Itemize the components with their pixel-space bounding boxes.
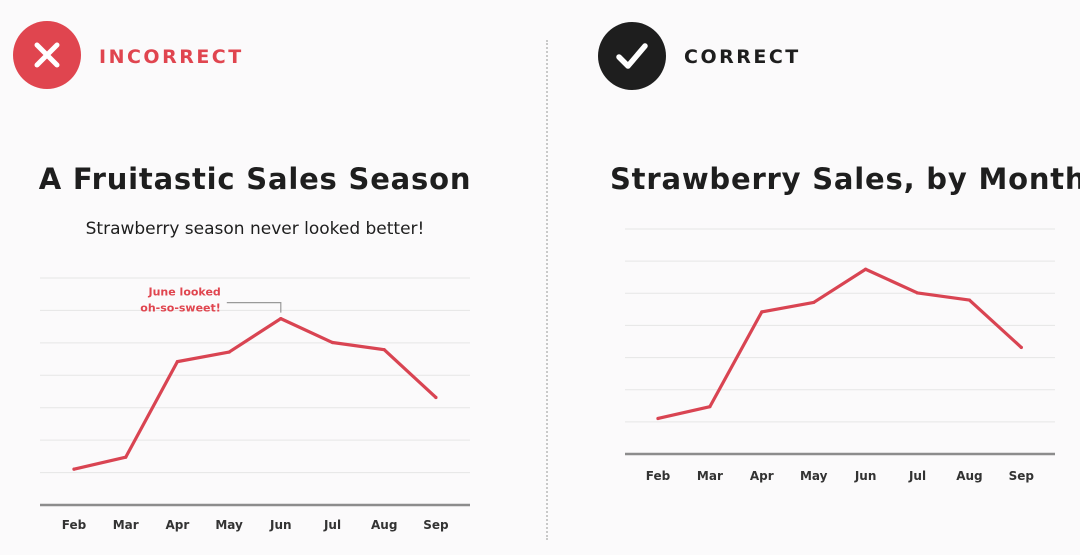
data-point (1019, 345, 1023, 350)
data-point (812, 300, 816, 305)
data-point (279, 317, 283, 321)
data-point (434, 395, 438, 400)
incorrect-label: INCORRECT (99, 46, 244, 68)
data-point (382, 348, 386, 352)
correct-badge (598, 22, 666, 90)
x-tick-label: Jun (854, 469, 877, 483)
incorrect-badge (13, 21, 81, 89)
data-point (760, 310, 764, 314)
line-chart-correct: Feb Mar Apr May Jun Jul Aug Sep (625, 228, 1055, 483)
x-tick-label: Sep (1009, 469, 1035, 483)
x-tick-label: May (800, 469, 828, 483)
annotation-text: June looked (148, 286, 221, 299)
correct-label: CORRECT (684, 46, 801, 68)
data-point (708, 405, 712, 409)
line-chart-incorrect: Feb Mar Apr May Jun Jul Aug Sep June looked oh-so… (40, 277, 470, 532)
data-point (864, 267, 868, 271)
checkmark-icon (616, 43, 648, 69)
x-tick-label: Apr (750, 469, 774, 483)
x-tick-label: Mar (697, 469, 723, 483)
x-tick-label: Jun (269, 518, 292, 532)
x-tick-label: Apr (166, 518, 190, 532)
x-tick-label: Feb (62, 518, 87, 532)
x-tick-label: Aug (371, 518, 397, 532)
x-tick-label: Jul (323, 518, 341, 532)
data-point (967, 298, 971, 302)
x-tick-label: Jul (908, 469, 926, 483)
x-tick-label: Sep (423, 518, 449, 532)
x-tick-label: Feb (646, 469, 671, 483)
data-point (72, 467, 76, 471)
chart-title: Strawberry Sales, by Month (610, 162, 1080, 196)
chart-title: A Fruitastic Sales Season (38, 162, 472, 196)
annotation-bracket (226, 302, 282, 313)
series-line (72, 317, 438, 471)
data-point (175, 360, 179, 364)
annotation-text: oh-so-sweet! (140, 302, 221, 315)
data-point (124, 455, 128, 459)
chart-subtitle: Strawberry season never looked better! (85, 219, 425, 239)
divider (546, 40, 548, 540)
data-point (915, 291, 920, 295)
x-icon (34, 42, 60, 68)
x-tick-label: May (215, 518, 243, 532)
data-point (227, 350, 231, 354)
x-tick-label: Aug (956, 469, 982, 483)
series-line (656, 267, 1023, 421)
data-point (330, 340, 335, 345)
data-point (656, 416, 660, 421)
x-tick-label: Mar (113, 518, 139, 532)
